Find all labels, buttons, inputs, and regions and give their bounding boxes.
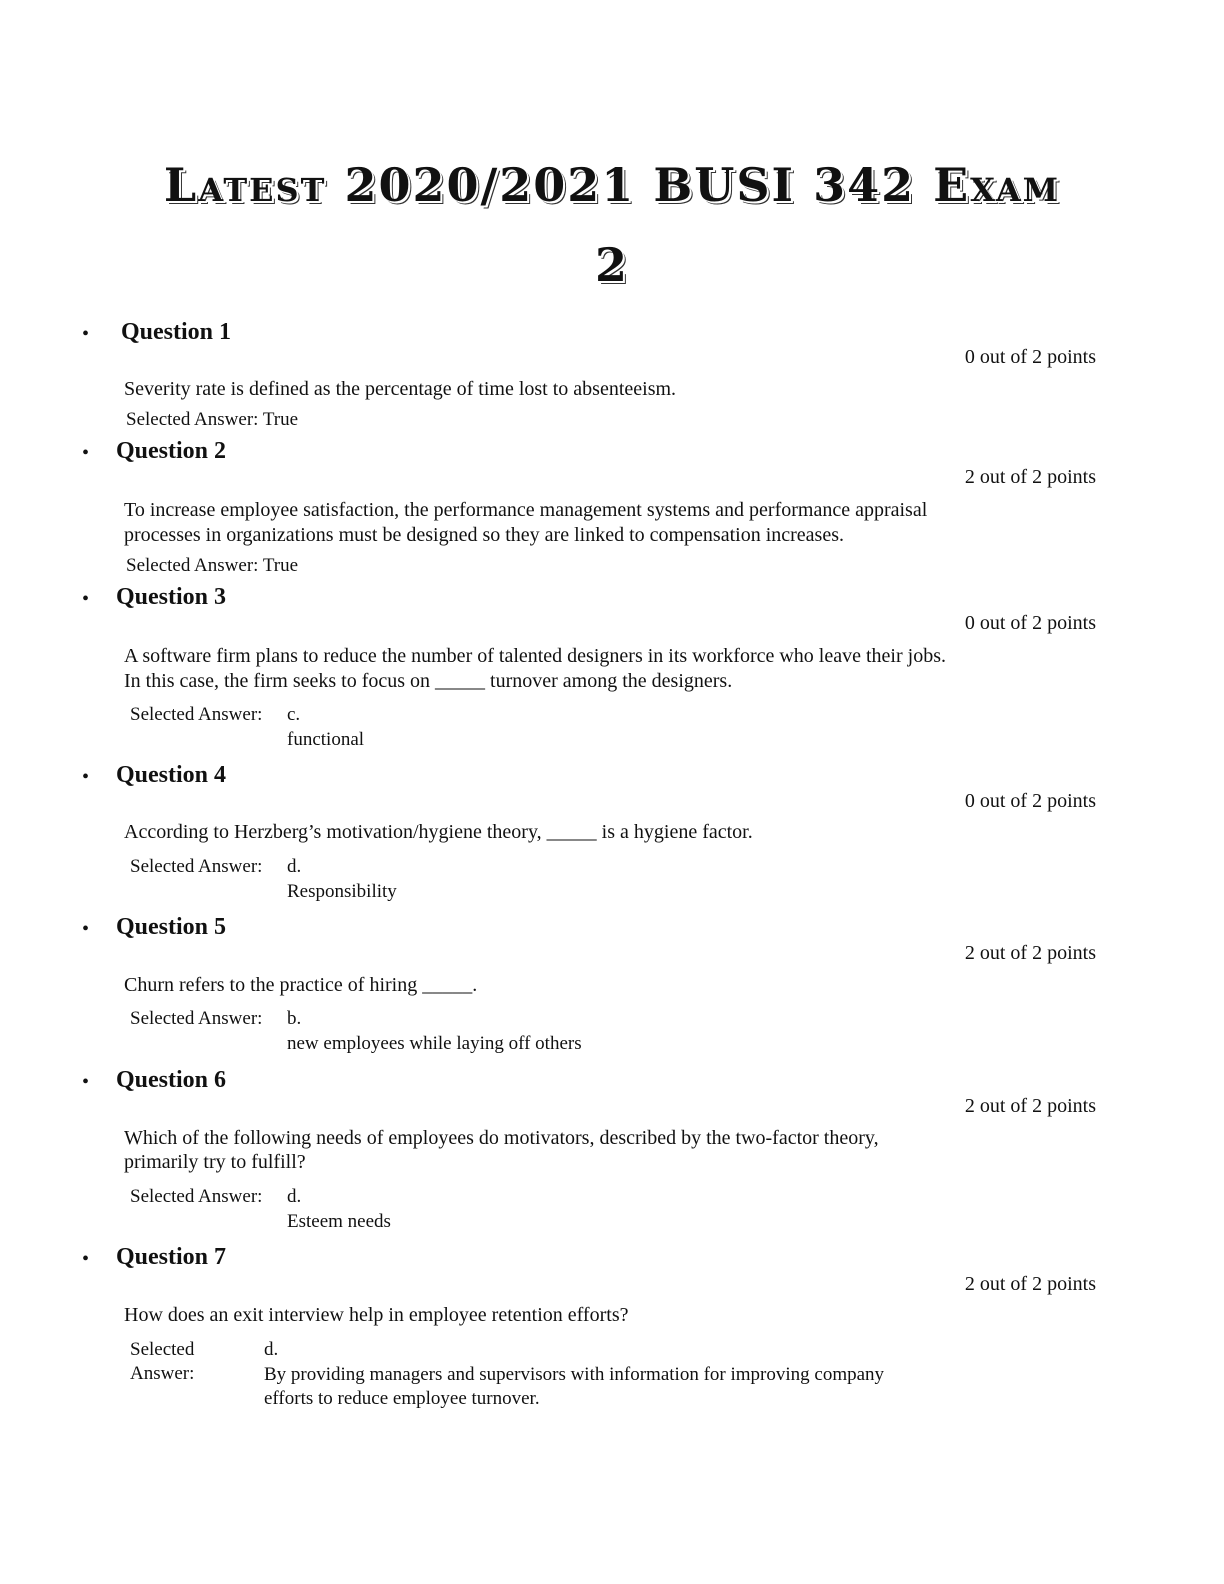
answer-label: Selected Answer: (126, 555, 259, 576)
question-7-text: How does an exit interview help in emplo… (124, 1304, 629, 1326)
answer-label-line-1: Selected (130, 1339, 195, 1360)
question-5-text: Churn refers to the practice of hiring _… (124, 974, 478, 996)
answer-value-line-1: By providing managers and supervisors wi… (264, 1364, 885, 1385)
bullet: • (82, 323, 90, 345)
answer-value: True (262, 555, 299, 576)
question-2-text-line-1: To increase employee satisfaction, the p… (124, 499, 928, 521)
question-2-text-line-2: processes in organizations must be desig… (124, 524, 844, 546)
question-6-header: Question 6 (116, 1067, 227, 1093)
question-2-answer: Selected Answer: True (126, 554, 298, 578)
answer-value: functional (287, 729, 365, 750)
question-2-header: Question 2 (116, 438, 227, 464)
question-3-text-line-2: In this case, the firm seeks to focus on… (124, 670, 733, 692)
question-1-text: Severity rate is defined as the percenta… (124, 378, 677, 400)
bullet: • (82, 1248, 90, 1270)
question-4-text: According to Herzberg’s motivation/hygie… (124, 821, 753, 843)
answer-letter: d. (287, 1186, 302, 1207)
question-3-text-line-1: A software firm plans to reduce the numb… (124, 645, 946, 667)
bullet: • (82, 766, 90, 788)
question-6-text-line-2: primarily try to fulfill? (124, 1151, 306, 1173)
answer-letter: b. (287, 1008, 302, 1029)
title-line-1: Latest 2020/2021 BUSI 342 Exam (163, 158, 1061, 212)
answer-value: Esteem needs (287, 1211, 391, 1232)
question-2-points: 2 out of 2 points (964, 466, 1096, 488)
question-1-answer: Selected Answer: True (126, 408, 298, 432)
answer-label: Selected Answer: (130, 1186, 263, 1207)
answer-label: Selected Answer: (130, 704, 263, 725)
answer-value: Responsibility (287, 881, 397, 902)
question-7-points: 2 out of 2 points (964, 1273, 1096, 1295)
bullet: • (82, 442, 90, 464)
answer-letter: c. (287, 704, 301, 725)
question-1-points: 0 out of 2 points (964, 346, 1096, 368)
question-6-points: 2 out of 2 points (964, 1095, 1096, 1117)
question-3-header: Question 3 (116, 584, 227, 610)
answer-value-line-2: efforts to reduce employee turnover. (264, 1388, 540, 1409)
bullet: • (82, 588, 90, 610)
answer-label: Selected Answer: (126, 409, 259, 430)
question-5-header: Question 5 (116, 914, 227, 940)
answer-value: True (262, 409, 299, 430)
question-4-header: Question 4 (116, 762, 227, 788)
bullet: • (82, 1071, 90, 1093)
question-4-points: 0 out of 2 points (964, 790, 1096, 812)
answer-label: Selected Answer: (130, 1008, 263, 1029)
question-1-header: Question 1 (121, 319, 232, 345)
question-3-points: 0 out of 2 points (964, 612, 1096, 634)
question-7-header: Question 7 (116, 1244, 227, 1270)
bullet: • (82, 918, 90, 940)
question-6-text-line-1: Which of the following needs of employee… (124, 1127, 879, 1149)
answer-letter: d. (287, 856, 302, 877)
answer-value: new employees while laying off others (287, 1033, 582, 1054)
answer-letter: d. (264, 1339, 279, 1360)
question-5-points: 2 out of 2 points (964, 942, 1096, 964)
title-line-2: 2 (594, 238, 629, 292)
answer-label: Selected Answer: (130, 856, 263, 877)
answer-label-line-2: Answer: (130, 1363, 195, 1384)
